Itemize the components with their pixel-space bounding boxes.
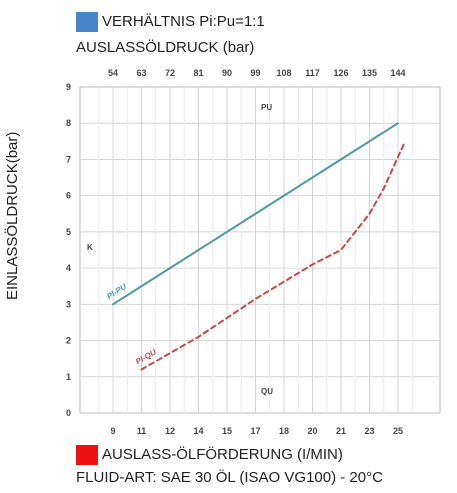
top-tick-label: 135 (362, 68, 377, 78)
bottom-tick-label: 14 (193, 426, 203, 436)
y-tick-label: 5 (66, 227, 71, 237)
flow-label: AUSLASS-ÖLFÖRDERUNG (I/MIN) (102, 446, 343, 463)
series-line-pi-qu (140, 140, 407, 371)
top-tick-label: 144 (390, 68, 405, 78)
flow-swatch (76, 445, 98, 465)
bottom-tick-label: 12 (165, 426, 175, 436)
bottom-tick-label: 21 (336, 426, 346, 436)
top-tick-label: 117 (305, 68, 320, 78)
ratio-swatch (76, 12, 98, 32)
y-tick-label: 2 (66, 336, 71, 346)
top-tick-label: 54 (108, 68, 118, 78)
y-tick-label: 1 (66, 372, 71, 382)
top-tick-label: 72 (165, 68, 175, 78)
top-tick-label: 108 (276, 68, 291, 78)
annotation-k: K (87, 243, 93, 252)
bottom-tick-label: 25 (393, 426, 403, 436)
bottom-tick-label: 17 (250, 426, 260, 436)
y-tick-label: 6 (66, 191, 71, 201)
y-tick-label: 3 (66, 299, 71, 309)
bottom-tick-label: 20 (307, 426, 317, 436)
fluid-label: FLUID-ART: SAE 30 ÖL (ISAO VG100) - 20°C (76, 469, 383, 486)
series-line-pi-pu (112, 122, 399, 306)
y-tick-label: 4 (66, 263, 71, 273)
bottom-tick-label: 11 (137, 426, 147, 436)
top-tick-label: 90 (222, 68, 232, 78)
top-axis-title: AUSLASSÖLDRUCK (bar) (76, 39, 255, 56)
y-tick-label: 0 (66, 408, 71, 418)
plot-frame (79, 86, 441, 414)
top-tick-label: 81 (193, 68, 203, 78)
flow-legend: AUSLASS-ÖLFÖRDERUNG (I/MIN) (76, 444, 343, 466)
top-tick-label: 99 (250, 68, 260, 78)
top-tick-label: 126 (333, 68, 348, 78)
bottom-tick-label: 23 (364, 426, 374, 436)
annotation-pu: PU (261, 103, 272, 112)
y-tick-label: 7 (66, 154, 71, 164)
bottom-tick-label: 18 (279, 426, 289, 436)
y-tick-label: 9 (66, 82, 71, 92)
ratio-label: VERHÄLTNIS Pi:Pu=1:1 (102, 13, 265, 30)
bottom-tick-label: 9 (110, 426, 115, 436)
ratio-legend: VERHÄLTNIS Pi:Pu=1:1 (76, 11, 265, 33)
bottom-tick-label: 15 (222, 426, 232, 436)
y-tick-label: 8 (66, 118, 71, 128)
annotation-qu: QU (261, 387, 273, 396)
top-tick-label: 63 (136, 68, 146, 78)
